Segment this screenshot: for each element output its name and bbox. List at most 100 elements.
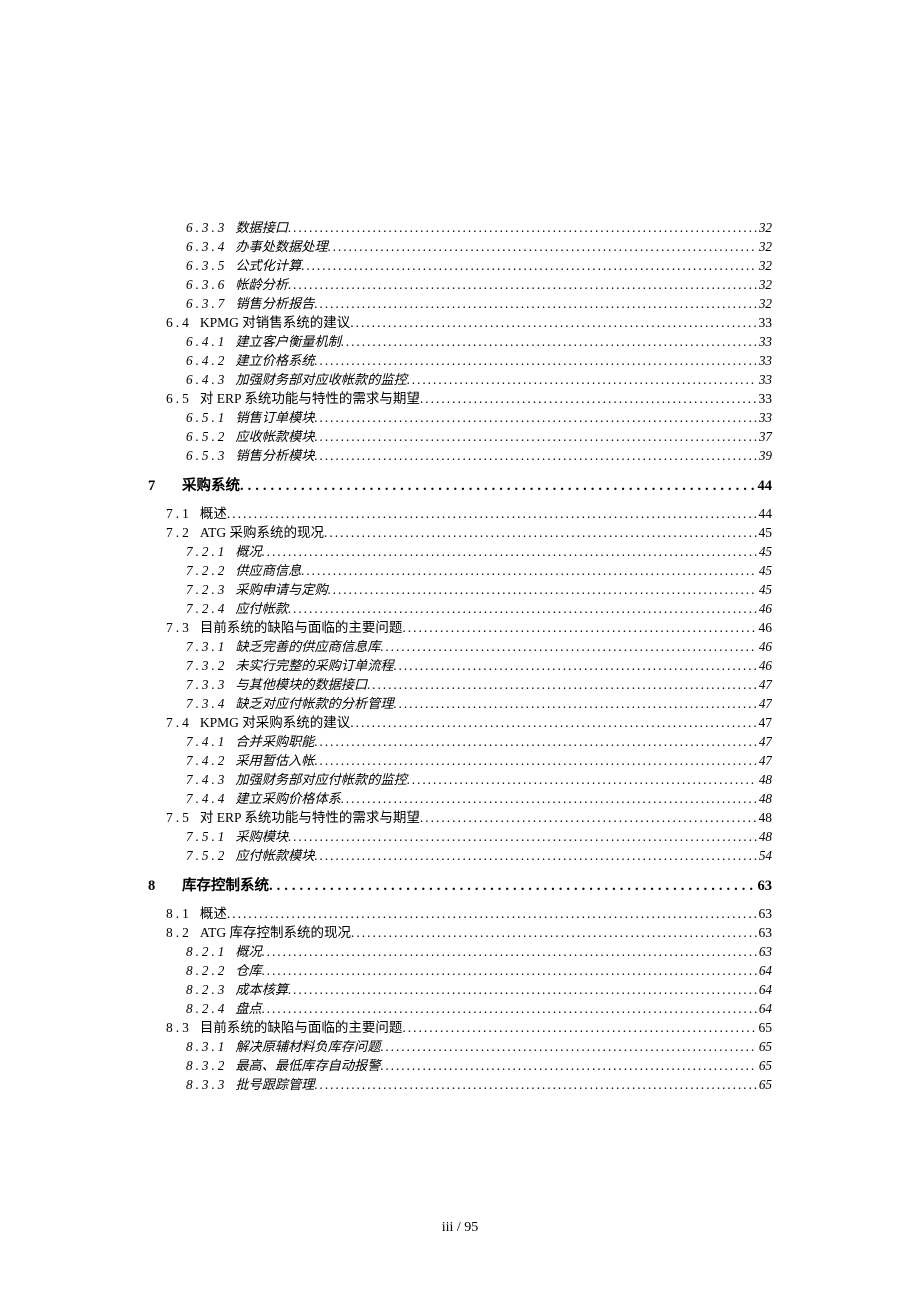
toc-label: 目前系统的缺陷与面临的主要问题 [200, 1018, 403, 1037]
toc-label: 数据接口 [235, 218, 288, 237]
toc-num: 8.3 [166, 1018, 192, 1037]
toc-num: 6.3.7 [186, 294, 227, 313]
toc-page-num: 47 [757, 732, 772, 751]
toc-page-num: 65 [757, 1018, 773, 1037]
toc-leader-dots [288, 980, 757, 999]
toc-page-num: 33 [757, 313, 773, 332]
toc-num: 7.4.4 [186, 789, 227, 808]
toc-num: 7.3.4 [186, 694, 227, 713]
toc-leader-dots [328, 237, 757, 256]
toc-entry: 6.3.3数据接口32 [148, 218, 772, 237]
toc-label: 缺乏完善的供应商信息库 [235, 637, 380, 656]
toc-num: 6.3.3 [186, 218, 227, 237]
toc-entry: 7.4.4建立采购价格体系48 [148, 789, 772, 808]
toc-leader-dots [380, 637, 756, 656]
toc-entry: 6.5.1销售订单模块33 [148, 408, 772, 427]
toc-label: 办事处数据处理 [235, 237, 327, 256]
toc-label: 建立价格系统 [235, 351, 314, 370]
toc-label: 对 ERP 系统功能与特性的需求与期望 [200, 808, 420, 827]
toc-entry: 6.3.6帐龄分析32 [148, 275, 772, 294]
toc-label: 盘点 [235, 999, 261, 1018]
toc-page-num: 63 [757, 904, 773, 923]
toc-leader-dots [350, 713, 756, 732]
toc-label: 对 ERP 系统功能与特性的需求与期望 [200, 389, 420, 408]
toc-num: 6.4 [166, 313, 192, 332]
toc-page-num: 46 [757, 618, 773, 637]
toc-entry: 7.4.2采用暂估入帐47 [148, 751, 772, 770]
toc-label: 概况 [235, 542, 261, 561]
toc-num: 6.3.5 [186, 256, 227, 275]
toc-num: 7.5.1 [186, 827, 227, 846]
toc-label: 加强财务部对应付帐款的监控 [235, 770, 406, 789]
toc-page-num: 33 [757, 351, 772, 370]
toc-num: 8.1 [166, 904, 192, 923]
toc-entry: 7.5.2应付帐款模块54 [148, 846, 772, 865]
toc-label: 公式化计算 [235, 256, 301, 275]
toc-leader-dots [394, 694, 757, 713]
toc-leader-dots [288, 827, 757, 846]
toc-page-num: 64 [757, 961, 772, 980]
toc-num: 8.3.3 [186, 1075, 227, 1094]
toc-entry: 8.3.3 批号跟踪管理 65 [148, 1075, 772, 1094]
toc-label: 批号跟踪管理 [235, 1075, 314, 1094]
toc-leader-dots [380, 1037, 756, 1056]
toc-entry: 8.1 概述 63 [148, 904, 772, 923]
toc-entry: 6.3.5 公式化计算 32 [148, 256, 772, 275]
toc-entry: 7.3目前系统的缺陷与面临的主要问题46 [148, 618, 772, 637]
toc-entry: 6.5.2应收帐款模块37 [148, 427, 772, 446]
toc-label: 最高、最低库存自动报警 [235, 1056, 380, 1075]
toc-label: KPMG 对采购系统的建议 [200, 713, 350, 732]
toc-page-num: 33 [757, 389, 773, 408]
toc-num: 7.2.4 [186, 599, 227, 618]
toc-num: 7.3.1 [186, 637, 227, 656]
toc-leader-dots [324, 523, 757, 542]
toc-leader-dots [420, 389, 757, 408]
toc-num: 7.4.2 [186, 751, 227, 770]
toc-leader-dots [315, 846, 757, 865]
toc-leader-dots [315, 427, 757, 446]
toc-entry: 7.4.3 加强财务部对应付帐款的监控 48 [148, 770, 772, 789]
toc-page-num: 64 [757, 980, 772, 999]
toc-label: 供应商信息 [235, 561, 301, 580]
toc-page-num: 48 [757, 770, 772, 789]
toc-page-num: 32 [757, 294, 772, 313]
toc-label: 仓库 [235, 961, 261, 980]
toc-page-num: 47 [757, 675, 772, 694]
toc-leader-dots [420, 808, 757, 827]
toc-num: 7.4.3 [186, 770, 227, 789]
toc-entry: 6.3.7销售分析报告32 [148, 294, 772, 313]
toc-entry: 7.3.3与其他模块的数据接口47 [148, 675, 772, 694]
toc-page-num: 65 [757, 1075, 772, 1094]
toc-page-num: 37 [757, 427, 772, 446]
toc-leader-dots [380, 1056, 756, 1075]
toc-page-num: 32 [757, 256, 772, 275]
toc-page-num: 45 [757, 523, 773, 542]
toc-leader-dots [315, 408, 757, 427]
toc-entry: 7.1概述44 [148, 504, 772, 523]
toc-num: 6.5 [166, 389, 192, 408]
toc-leader-dots [328, 580, 757, 599]
toc-label: 概述 [200, 904, 227, 923]
toc-entry: 7.3.2未实行完整的采购订单流程46 [148, 656, 772, 675]
toc-leader-dots [341, 789, 757, 808]
toc-num: 7.2.2 [186, 561, 227, 580]
toc-label: 加强财务部对应收帐款的监控 [235, 370, 406, 389]
toc-num: 6.5.3 [186, 446, 227, 465]
toc-num: 7 [148, 477, 182, 496]
toc-page-num: 47 [757, 694, 772, 713]
toc-leader-dots [315, 351, 757, 370]
toc-entry: 6.5.3销售分析模块39 [148, 446, 772, 465]
toc-leader-dots [407, 770, 757, 789]
toc-label: 采购模块 [235, 827, 288, 846]
toc-leader-dots [227, 904, 757, 923]
toc-num: 7.2.3 [186, 580, 227, 599]
toc-num: 7.3.3 [186, 675, 227, 694]
toc-entry: 6.4KPMG 对销售系统的建议33 [148, 313, 772, 332]
toc-label: 采购系统 [182, 477, 240, 496]
toc-label: 应收帐款模块 [235, 427, 314, 446]
toc-entry: 8.2.2仓库64 [148, 961, 772, 980]
toc-num: 6.4.2 [186, 351, 227, 370]
toc-entry: 8库存控制系统63 [148, 877, 772, 896]
toc-page-num: 44 [757, 504, 773, 523]
toc-leader-dots [240, 477, 756, 496]
